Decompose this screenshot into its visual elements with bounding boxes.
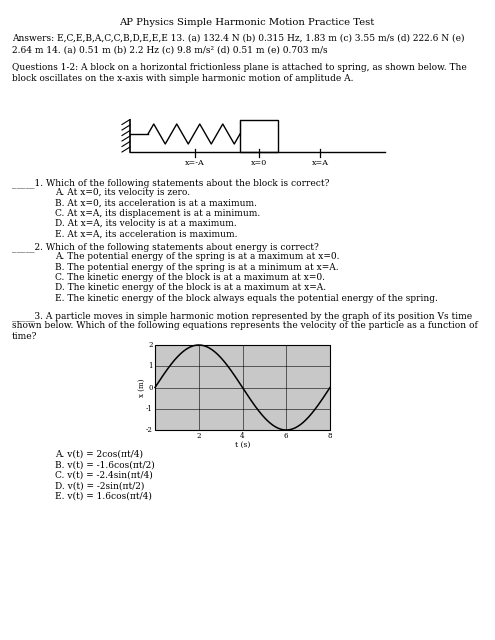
Text: 1: 1 bbox=[148, 362, 153, 371]
Text: x=A: x=A bbox=[311, 159, 329, 167]
Text: -1: -1 bbox=[146, 404, 153, 413]
Text: x=0: x=0 bbox=[251, 159, 267, 167]
Text: Questions 1-2: A block on a horizontal frictionless plane is attached to spring,: Questions 1-2: A block on a horizontal f… bbox=[12, 63, 467, 72]
Text: Answers: E,C,E,B,A,C,C,B,D,E,E,E 13. (a) 132.4 N (b) 0.315 Hz, 1.83 m (c) 3.55 m: Answers: E,C,E,B,A,C,C,B,D,E,E,E 13. (a)… bbox=[12, 34, 464, 43]
Text: C. v(t) = -2.4sin(πt/4): C. v(t) = -2.4sin(πt/4) bbox=[55, 471, 153, 480]
Text: block oscillates on the x-axis with simple harmonic motion of amplitude A.: block oscillates on the x-axis with simp… bbox=[12, 74, 353, 83]
Text: time?: time? bbox=[12, 332, 38, 341]
Text: C. At x=A, its displacement is at a minimum.: C. At x=A, its displacement is at a mini… bbox=[55, 209, 260, 218]
Bar bbox=[155, 345, 330, 430]
Text: A. v(t) = 2cos(πt/4): A. v(t) = 2cos(πt/4) bbox=[55, 450, 143, 459]
Text: 4: 4 bbox=[240, 432, 245, 440]
Text: B. The potential energy of the spring is at a minimum at x=A.: B. The potential energy of the spring is… bbox=[55, 262, 339, 271]
Text: D. v(t) = -2sin(πt/2): D. v(t) = -2sin(πt/2) bbox=[55, 481, 145, 490]
Text: 2: 2 bbox=[148, 341, 153, 349]
Text: t (s): t (s) bbox=[235, 441, 250, 449]
Text: 0: 0 bbox=[148, 383, 153, 392]
Text: A. At x=0, its velocity is zero.: A. At x=0, its velocity is zero. bbox=[55, 188, 190, 197]
Text: 8: 8 bbox=[328, 432, 332, 440]
Text: 6: 6 bbox=[284, 432, 289, 440]
Text: -2: -2 bbox=[146, 426, 153, 434]
Text: E. The kinetic energy of the block always equals the potential energy of the spr: E. The kinetic energy of the block alway… bbox=[55, 294, 438, 303]
Text: C. The kinetic energy of the block is at a maximum at x=0.: C. The kinetic energy of the block is at… bbox=[55, 273, 325, 282]
Text: x (m): x (m) bbox=[138, 378, 146, 397]
Text: E. At x=A, its acceleration is maximum.: E. At x=A, its acceleration is maximum. bbox=[55, 230, 238, 239]
Text: _____2. Which of the following statements about energy is correct?: _____2. Which of the following statement… bbox=[12, 242, 319, 252]
Text: _____3. A particle moves in simple harmonic motion represented by the graph of i: _____3. A particle moves in simple harmo… bbox=[12, 311, 472, 321]
Text: D. At x=A, its velocity is at a maximum.: D. At x=A, its velocity is at a maximum. bbox=[55, 220, 237, 228]
Text: D. The kinetic energy of the block is at a maximum at x=A.: D. The kinetic energy of the block is at… bbox=[55, 284, 326, 292]
Text: E. v(t) = 1.6cos(πt/4): E. v(t) = 1.6cos(πt/4) bbox=[55, 492, 152, 501]
Text: 2.64 m 14. (a) 0.51 m (b) 2.2 Hz (c) 9.8 m/s² (d) 0.51 m (e) 0.703 m/s: 2.64 m 14. (a) 0.51 m (b) 2.2 Hz (c) 9.8… bbox=[12, 46, 328, 55]
Text: x=-A: x=-A bbox=[185, 159, 205, 167]
Text: B. v(t) = -1.6cos(πt/2): B. v(t) = -1.6cos(πt/2) bbox=[55, 461, 155, 470]
Text: A. The potential energy of the spring is at a maximum at x=0.: A. The potential energy of the spring is… bbox=[55, 252, 340, 261]
Bar bbox=[240, 120, 278, 152]
Text: AP Physics Simple Harmonic Motion Practice Test: AP Physics Simple Harmonic Motion Practi… bbox=[119, 18, 375, 27]
Text: shown below. Which of the following equations represents the velocity of the par: shown below. Which of the following equa… bbox=[12, 321, 478, 330]
Text: _____1. Which of the following statements about the block is correct?: _____1. Which of the following statement… bbox=[12, 178, 329, 188]
Text: B. At x=0, its acceleration is at a maximum.: B. At x=0, its acceleration is at a maxi… bbox=[55, 198, 257, 207]
Text: 2: 2 bbox=[197, 432, 201, 440]
